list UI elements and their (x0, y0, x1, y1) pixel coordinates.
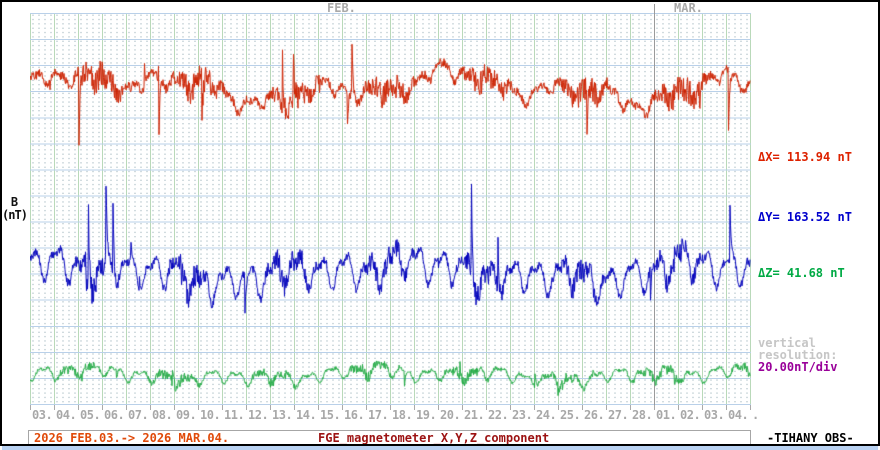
x-axis-tick (78, 405, 79, 410)
month-label-feb: FEB. (327, 1, 356, 15)
x-axis-day-label: 08. (152, 408, 173, 422)
delta-z-readout: ΔZ= 41.68 nT (758, 266, 845, 280)
x-axis-tick (294, 405, 295, 410)
y-axis-label-unit: (nT) (2, 208, 28, 222)
x-axis-tick (750, 405, 751, 410)
x-axis-tick (174, 405, 175, 410)
x-axis-tick (198, 405, 199, 410)
x-axis-day-label: 10. (200, 408, 221, 422)
x-axis-day-label: 06. (104, 408, 125, 422)
month-label-mar: MAR. (674, 1, 703, 15)
x-axis-day-label: 07. (128, 408, 149, 422)
x-axis-day-label: 17. (368, 408, 389, 422)
x-axis-tick (702, 405, 703, 410)
bottom-edge-strip (2, 446, 878, 450)
x-axis-tick (462, 405, 463, 410)
vertical-resolution-caption2: resolution: (758, 348, 838, 362)
x-axis-tick (246, 405, 247, 410)
plot-area (30, 4, 751, 405)
x-axis-day-label: 19. (416, 408, 437, 422)
x-axis-day-label: 28. (632, 408, 653, 422)
x-axis-day-label: 22. (488, 408, 509, 422)
x-axis-tick (366, 405, 367, 410)
x-axis-day-label: 09. (176, 408, 197, 422)
x-axis-tick (102, 405, 103, 410)
x-axis-day-label: 18. (392, 408, 413, 422)
x-axis-tick (630, 405, 631, 410)
x-axis-day-label: 25. (560, 408, 581, 422)
x-axis-tick (126, 405, 127, 410)
instrument-title-label: FGE_magnetometer_X,Y,Z_component (318, 431, 550, 445)
x-axis-tick (270, 405, 271, 410)
x-axis-tick (726, 405, 727, 410)
date-range-label: 2026 FEB.03.-> 2026 MAR.04. (34, 431, 230, 445)
x-axis-day-label: . (752, 408, 759, 422)
observatory-label: -TIHANY OBS- (767, 431, 854, 445)
x-axis-day-label: 24. (536, 408, 557, 422)
x-axis-day-label: 21. (464, 408, 485, 422)
x-axis-tick (486, 405, 487, 410)
x-axis-tick (30, 405, 31, 410)
x-axis-day-label: 04. (728, 408, 749, 422)
y-axis-label-b: B (10, 195, 19, 209)
x-axis-day-label: 03. (32, 408, 53, 422)
x-axis-tick (534, 405, 535, 410)
x-axis-tick (654, 405, 655, 410)
delta-y-readout: ΔY= 163.52 nT (758, 210, 852, 224)
x-axis-day-label: 04. (56, 408, 77, 422)
x-axis-day-label: 23. (512, 408, 533, 422)
delta-x-readout: ΔX= 113.94 nT (758, 150, 852, 164)
x-axis-tick (390, 405, 391, 410)
vertical-resolution-value: 20.00nT/div (758, 360, 838, 374)
x-axis-day-label: 15. (320, 408, 341, 422)
x-axis-day-label: 02. (680, 408, 701, 422)
x-axis-tick (342, 405, 343, 410)
x-axis-tick (582, 405, 583, 410)
x-axis-day-label: 20. (440, 408, 461, 422)
x-axis-tick (54, 405, 55, 410)
x-axis-day-label: 13. (272, 408, 293, 422)
x-axis-tick (678, 405, 679, 410)
x-axis-tick (438, 405, 439, 410)
x-axis-tick (150, 405, 151, 410)
x-axis-tick (558, 405, 559, 410)
x-axis-day-label: 05. (80, 408, 101, 422)
x-axis-day-label: 01. (656, 408, 677, 422)
magnetometer-traces-canvas (30, 13, 751, 405)
x-axis-day-label: 14. (296, 408, 317, 422)
x-axis-tick (414, 405, 415, 410)
x-axis-day-label: 26. (584, 408, 605, 422)
x-axis-tick (222, 405, 223, 410)
x-axis-day-label: 03. (704, 408, 725, 422)
x-axis-day-label: 16. (344, 408, 365, 422)
x-axis-day-label: 11. (224, 408, 245, 422)
x-axis-day-label: 27. (608, 408, 629, 422)
vertical-resolution-caption: vertical (758, 336, 816, 350)
footer-status-box: 2026 FEB.03.-> 2026 MAR.04. FGE_magnetom… (28, 430, 751, 446)
x-axis-tick (510, 405, 511, 410)
x-axis-day-label: 12. (248, 408, 269, 422)
x-axis-tick (318, 405, 319, 410)
x-axis-tick (606, 405, 607, 410)
